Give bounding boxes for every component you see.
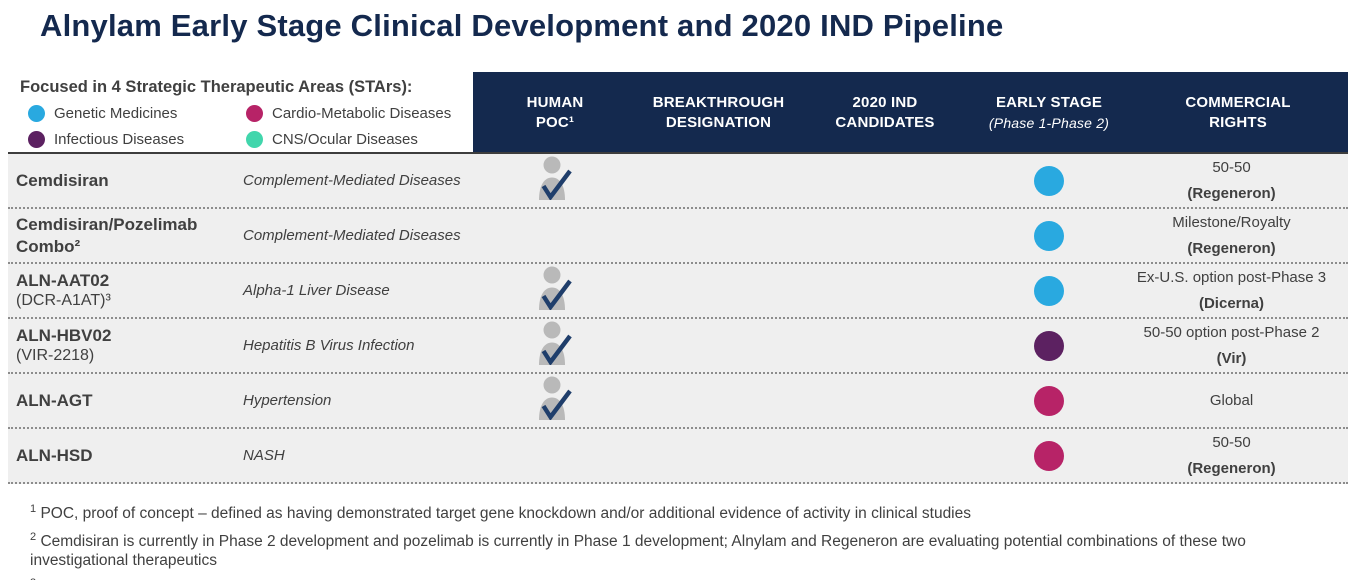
human-poc-icon: [537, 156, 573, 205]
ind-candidates-cell: [800, 374, 970, 427]
column-header-human-poc: HUMAN POC¹: [526, 93, 584, 131]
commercial-rights: 50-50 option post-Phase 2: [1143, 324, 1320, 341]
commercial-rights: 50-50: [1212, 159, 1251, 176]
commercial-rights: Global: [1209, 392, 1254, 409]
legend-item: Genetic Medicines: [28, 105, 246, 122]
table-row: ALN-HBV02 (VIR-2218) Hepatitis B Virus I…: [8, 319, 1348, 374]
drug-name: ALN-AAT02: [16, 270, 110, 290]
commercial-rights: Ex-U.S. option post-Phase 3: [1136, 269, 1327, 286]
legend-item: Cardio-Metabolic Diseases: [246, 105, 476, 122]
early-stage-dot: [1034, 165, 1064, 196]
column-header-commercial-rights: COMMERCIAL RIGHTS: [1185, 93, 1291, 131]
commercial-rights: 50-50: [1212, 434, 1251, 451]
column-header-breakthrough-designation: BREAKTHROUGH DESIGNATION: [652, 93, 785, 131]
commercial-rights: Milestone/Royalty: [1172, 214, 1291, 231]
legend: Focused in 4 Strategic Therapeutic Areas…: [8, 74, 470, 148]
table-row: ALN-AGT Hypertension Global: [8, 374, 1348, 429]
breakthrough-cell: [637, 429, 800, 482]
drug-name-line2: Combo²: [16, 236, 81, 256]
ind-candidates-cell: [800, 209, 970, 262]
early-stage-dot: [1034, 330, 1064, 361]
human-poc-icon: [537, 266, 573, 315]
commercial-rights-partner: (Vir): [1216, 350, 1247, 367]
legend-item: CNS/Ocular Diseases: [246, 131, 476, 148]
footnote: 1 POC, proof of concept – defined as hav…: [30, 503, 971, 523]
disease-area: Hepatitis B Virus Infection: [243, 337, 415, 354]
ind-candidates-cell: [800, 154, 970, 207]
table-row: Cemdisiran/Pozelimab Combo² Complement-M…: [8, 209, 1348, 264]
legend-dot: [28, 131, 45, 148]
pipeline-table: Cemdisiran Complement-Mediated Diseases …: [8, 154, 1348, 484]
legend-dot: [246, 105, 263, 122]
table-header: HUMAN POC¹ BREAKTHROUGH DESIGNATION 2020…: [473, 72, 1348, 154]
drug-name: ALN-AGT: [16, 390, 93, 410]
breakthrough-cell: [637, 209, 800, 262]
legend-label: Cardio-Metabolic Diseases: [272, 105, 452, 122]
breakthrough-cell: [637, 264, 800, 317]
commercial-rights-partner: (Regeneron): [1187, 185, 1276, 202]
human-poc-icon: [537, 376, 573, 425]
drug-name: Cemdisiran/Pozelimab: [16, 215, 198, 235]
commercial-rights-partner: (Dicerna): [1198, 295, 1265, 312]
page-title: Alnylam Early Stage Clinical Development…: [40, 8, 1004, 43]
disease-area: Alpha-1 Liver Disease: [243, 282, 390, 299]
legend-label: Infectious Diseases: [54, 131, 185, 148]
column-header-2020-ind-candidates: 2020 IND CANDIDATES: [835, 93, 935, 131]
footnote: 2 Cemdisiran is currently in Phase 2 dev…: [30, 530, 1246, 570]
legend-label: Genetic Medicines: [54, 105, 178, 122]
disease-area: NASH: [243, 447, 285, 464]
legend-dot: [28, 105, 45, 122]
legend-dot: [246, 131, 263, 148]
drug-name: ALN-HSD: [16, 445, 93, 465]
legend-grid: Genetic Medicines Cardio-Metabolic Disea…: [28, 105, 470, 148]
early-stage-dot: [1034, 385, 1064, 416]
disease-area: Hypertension: [243, 392, 332, 409]
ind-candidates-cell: [800, 429, 970, 482]
drug-name: ALN-HBV02: [16, 325, 112, 345]
early-stage-dot: [1034, 275, 1064, 306]
header-divider: [8, 152, 1348, 154]
legend-heading: Focused in 4 Strategic Therapeutic Areas…: [20, 78, 413, 96]
breakthrough-cell: [637, 374, 800, 427]
human-poc-icon: [537, 321, 573, 370]
disease-area: Complement-Mediated Diseases: [243, 227, 461, 244]
commercial-rights-partner: (Regeneron): [1187, 240, 1276, 257]
drug-name-line2: (VIR-2218): [16, 347, 95, 365]
table-row: ALN-AAT02 (DCR-A1AT)³ Alpha-1 Liver Dise…: [8, 264, 1348, 319]
drug-name-line2: (DCR-A1AT)³: [16, 292, 111, 310]
column-header-early-stage: EARLY STAGE (Phase 1-Phase 2): [988, 94, 1110, 131]
disease-area: Complement-Mediated Diseases: [243, 172, 461, 189]
table-row: ALN-HSD NASH 50-50 (Regeneron): [8, 429, 1348, 484]
drug-name: Cemdisiran: [16, 170, 109, 190]
commercial-rights-partner: (Regeneron): [1187, 460, 1276, 477]
legend-label: CNS/Ocular Diseases: [272, 131, 418, 148]
table-row: Cemdisiran Complement-Mediated Diseases …: [8, 154, 1348, 209]
early-stage-dot: [1034, 220, 1064, 251]
early-stage-dot: [1034, 440, 1064, 471]
footnotes: 1 POC, proof of concept – defined as hav…: [30, 503, 1340, 580]
breakthrough-cell: [637, 319, 800, 372]
ind-candidates-cell: [800, 264, 970, 317]
ind-candidates-cell: [800, 319, 970, 372]
legend-item: Infectious Diseases: [28, 131, 246, 148]
breakthrough-cell: [637, 154, 800, 207]
